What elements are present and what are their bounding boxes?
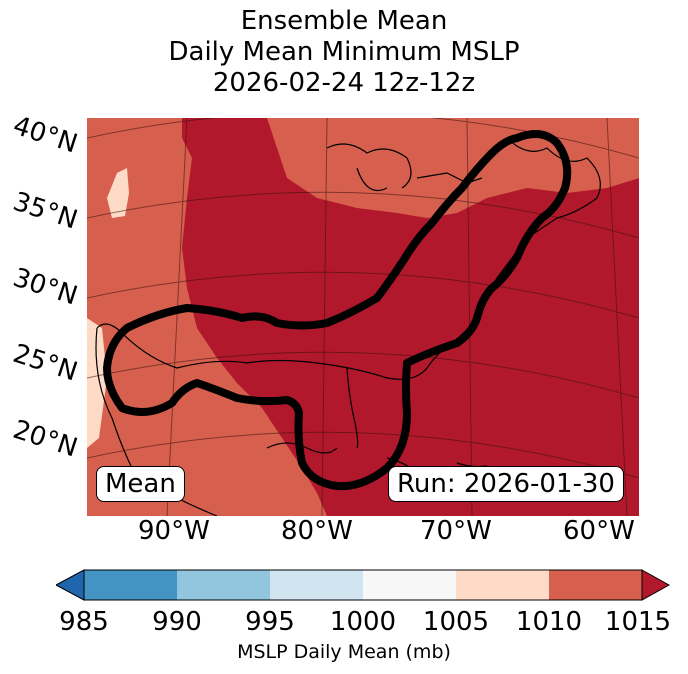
mean-tag: Mean	[96, 466, 185, 502]
map-title: Ensemble Mean Daily Mean Minimum MSLP 20…	[0, 6, 688, 99]
lat-label-40: 40°N	[9, 110, 81, 160]
map-panel	[87, 118, 639, 516]
title-line-2: Daily Mean Minimum MSLP	[168, 37, 520, 67]
colorbar-segment-995	[270, 570, 363, 600]
lat-label-30: 30°N	[9, 262, 81, 312]
colorbar	[56, 569, 670, 601]
title-line-3: 2026-02-24 12z-12z	[212, 68, 476, 98]
cbar-tick-1015: 1015	[604, 607, 672, 637]
low-pressure-contour	[103, 130, 572, 491]
lon-label-60: 60°W	[563, 516, 635, 546]
run-tag: Run: 2026-01-30	[388, 466, 624, 502]
cbar-tick-1005: 1005	[422, 607, 490, 637]
lon-label-90: 90°W	[138, 516, 210, 546]
colorbar-segment-1000	[363, 570, 456, 600]
colorbar-segment-985	[84, 570, 177, 600]
cbar-tick-990: 990	[152, 607, 202, 637]
colorbar-frame	[83, 569, 643, 601]
title-line-1: Ensemble Mean	[240, 6, 448, 36]
colorbar-over	[641, 569, 670, 601]
lat-label-25: 25°N	[9, 338, 81, 388]
cbar-tick-1000: 1000	[329, 607, 397, 637]
lat-label-20: 20°N	[9, 414, 81, 464]
lon-label-80: 80°W	[281, 516, 353, 546]
colorbar-under	[56, 569, 85, 601]
cbar-tick-985: 985	[59, 607, 109, 637]
fill-mid-west	[87, 118, 327, 516]
lat-label-35: 35°N	[9, 186, 81, 236]
colorbar-segment-990	[177, 570, 270, 600]
mslp-map	[87, 118, 639, 516]
graticule	[87, 118, 639, 516]
cbar-tick-1010: 1010	[515, 607, 583, 637]
lon-label-70: 70°W	[420, 516, 492, 546]
colorbar-segment-1010	[549, 570, 642, 600]
colorbar-label: MSLP Daily Mean (mb)	[237, 641, 451, 663]
fill-low-southwest	[87, 318, 107, 448]
fill-low-north	[107, 168, 129, 218]
colorbar-segment-1005	[456, 570, 549, 600]
cbar-tick-995: 995	[245, 607, 295, 637]
